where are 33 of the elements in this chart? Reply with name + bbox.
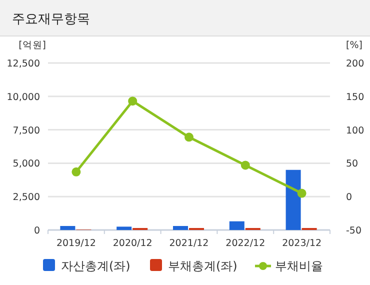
x-tick-label: 2023/12 — [282, 238, 322, 249]
y-tick-label: 0 — [34, 226, 40, 236]
y2-tick-label: 0 — [346, 192, 352, 204]
y2-axis-title: [%] — [346, 40, 362, 51]
legend-label: 부채총계(좌) — [168, 259, 238, 273]
legend-label: 자산총계(좌) — [61, 259, 130, 273]
bar — [229, 221, 244, 230]
point — [240, 160, 250, 170]
chart-title: 주요재무항목 — [12, 12, 90, 27]
x-tick-label: 2019/12 — [56, 238, 96, 249]
y-tick-label: 10,000 — [6, 92, 40, 103]
y2-tick-label: 50 — [346, 158, 358, 170]
y-tick-label: 2,500 — [12, 192, 40, 204]
point — [297, 188, 306, 198]
y2-tick-label: 150 — [346, 92, 364, 103]
y2-tick-label: -50 — [346, 226, 362, 236]
y-tick-label: 5,000 — [12, 158, 40, 170]
x-tick-label: 2022/12 — [226, 238, 266, 249]
x-tick-label: 2021/12 — [169, 238, 209, 249]
y2-tick-label: 200 — [346, 58, 364, 70]
y-tick-label: 12,500 — [6, 58, 40, 70]
bar — [60, 226, 76, 230]
point — [128, 96, 138, 106]
y-tick-label: 7,500 — [12, 125, 40, 136]
y2-tick-label: 100 — [346, 125, 364, 136]
bar — [286, 170, 301, 230]
x-tick-label: 2020/12 — [112, 238, 152, 249]
point — [72, 167, 81, 176]
point — [184, 132, 194, 142]
bar — [116, 226, 132, 230]
legend-label: 부채비율 — [275, 259, 323, 273]
bar — [173, 226, 188, 230]
y-axis-title: [억원] — [18, 40, 46, 51]
